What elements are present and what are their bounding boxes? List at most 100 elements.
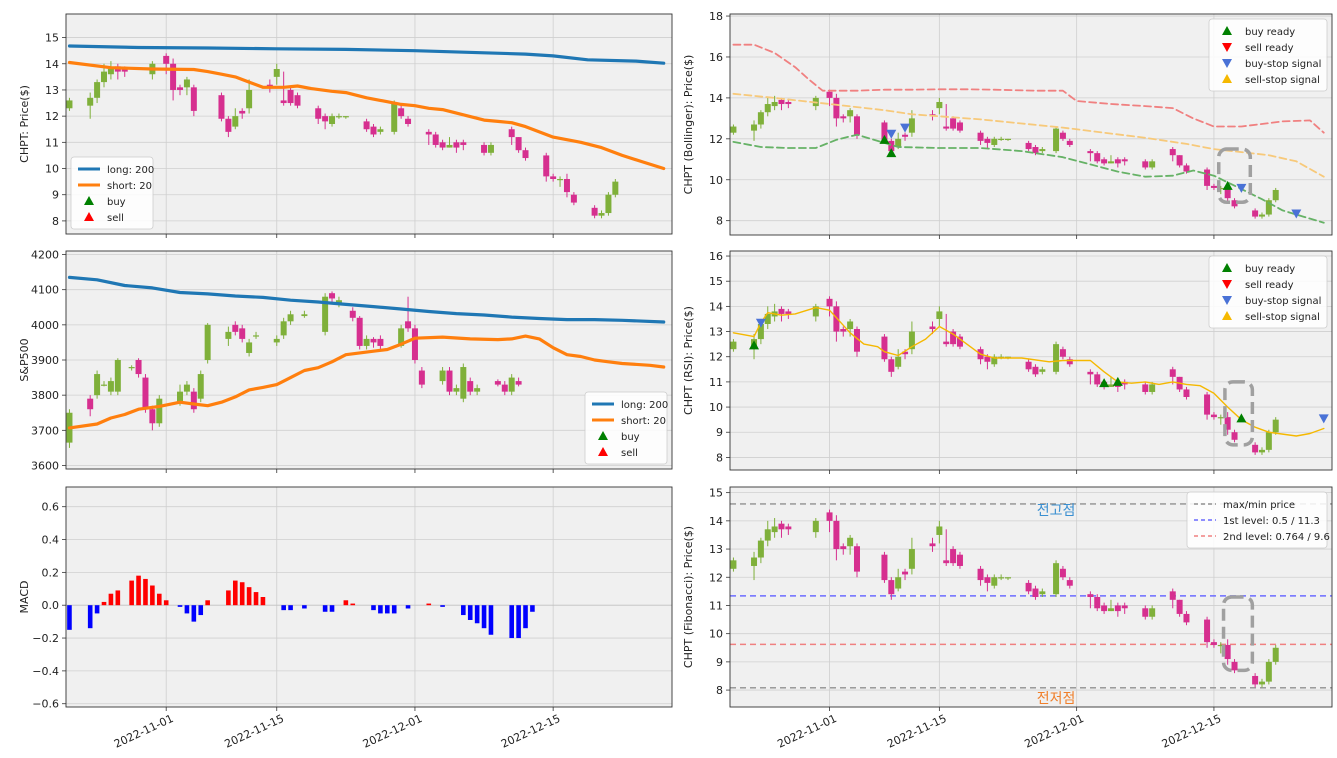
candle-body [840, 546, 847, 550]
series-line [67, 334, 666, 430]
macd-bar [67, 605, 72, 630]
candle-body [280, 100, 287, 104]
legend-label: sell [107, 213, 124, 224]
macd-bar [129, 580, 134, 606]
y-tick-label: 14 [709, 300, 723, 313]
candle-body [895, 577, 902, 589]
candle-body [1059, 568, 1066, 578]
candle-body [1094, 597, 1101, 609]
candle-body [1087, 151, 1094, 154]
candle-body [1005, 577, 1012, 579]
y-tick-label: −0.2 [32, 632, 59, 645]
candle-body [1066, 140, 1073, 145]
candle-body [1176, 155, 1183, 166]
legend-box [1186, 491, 1328, 549]
y-tick-label: 3700 [31, 424, 59, 437]
candle-body [177, 87, 184, 90]
macd-bar [115, 590, 121, 606]
candle-body [1059, 349, 1066, 357]
macd-bar [191, 605, 197, 622]
y-tick-label: 4200 [31, 249, 59, 262]
candle-body [273, 338, 280, 343]
marker-up [1099, 378, 1110, 388]
macd-bar [184, 605, 190, 614]
candle-body [853, 329, 860, 352]
candle-body [1149, 384, 1156, 392]
legend-label: buy ready [1245, 264, 1295, 275]
plot-frame [729, 250, 1333, 471]
candle-body [1217, 644, 1224, 647]
candle-body [902, 571, 909, 575]
x-tick-label: 2022-11-01 [775, 712, 838, 751]
candle-body [1059, 132, 1066, 139]
candle-body [943, 126, 950, 129]
macd-bar [371, 605, 376, 611]
candle-body [253, 335, 260, 337]
legend-label: buy [621, 432, 640, 443]
candle-body [294, 95, 301, 106]
marker-down [1291, 209, 1302, 219]
y-tick-label: 3600 [31, 459, 59, 472]
candle-body [881, 554, 888, 581]
legend: buy ready sell ready buy-stop signal sell-s… [1208, 18, 1328, 92]
candle-body [902, 351, 909, 355]
candle-body [1053, 344, 1060, 372]
candle-body [1183, 613, 1190, 623]
candle-body [998, 138, 1005, 141]
annotation-label: 전고점 [1037, 503, 1076, 519]
macd-bar [322, 605, 328, 612]
candle-body [785, 101, 792, 105]
candle-body [246, 89, 253, 109]
marker-down [1222, 43, 1232, 52]
candle-body [183, 79, 190, 88]
candle-body [287, 89, 294, 104]
y-tick-label: 13 [709, 326, 723, 339]
plot-frame [729, 486, 1333, 708]
macd-bar [94, 605, 100, 614]
legend-label: sell ready [1245, 43, 1294, 54]
candle-body [1217, 417, 1224, 419]
candle-body [363, 121, 370, 130]
y-tick-label: 9 [716, 656, 723, 669]
candle-body [1252, 210, 1259, 217]
legend-label: sell ready [1245, 280, 1294, 291]
candle-body [543, 155, 550, 177]
legend-label: 2nd level: 0.764 / 9.6 [1223, 532, 1330, 543]
candle-body [1121, 159, 1128, 162]
candle-body [1169, 591, 1176, 600]
candle-body [225, 331, 232, 339]
y-axis-label: S&P500 [18, 338, 31, 381]
candle-body [908, 549, 915, 569]
candle-body [1039, 591, 1046, 595]
candle-body [232, 116, 239, 127]
candle-body [847, 321, 854, 330]
candle-body [929, 326, 936, 330]
legend-label: sell [621, 448, 638, 459]
y-tick-label: 12 [45, 110, 59, 123]
candle-body [101, 71, 108, 83]
candle-body [936, 311, 943, 319]
y-axis-label: CHPT: Price($) [18, 85, 31, 163]
macd-bar [177, 605, 183, 607]
candle-body [460, 367, 467, 399]
candle-body [335, 300, 342, 304]
candle-body [1204, 394, 1211, 415]
candle-body [315, 108, 322, 119]
candle-body [598, 213, 605, 216]
candle-body [757, 324, 764, 340]
legend-label: sell-stop signal [1245, 75, 1320, 86]
marker-up [1222, 180, 1233, 190]
y-tick-label: 8 [716, 451, 723, 464]
candle-body [128, 367, 135, 369]
y-tick-label: 3800 [31, 389, 59, 402]
y-tick-label: 14 [709, 515, 723, 528]
candle-body [847, 110, 854, 117]
y-tick-label: 15 [709, 487, 723, 500]
candle-body [956, 122, 963, 131]
candle-body [432, 134, 439, 145]
candle-body [377, 338, 384, 346]
candle-body [301, 314, 308, 317]
y-tick-label: 15 [709, 275, 723, 288]
x-tick-label: 2022-12-01 [1022, 712, 1085, 751]
